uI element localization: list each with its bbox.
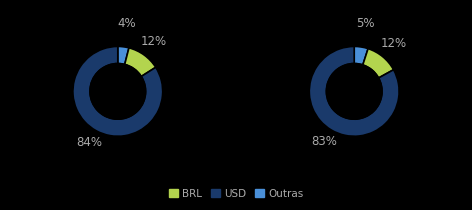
Wedge shape: [354, 46, 368, 65]
Text: 4%: 4%: [117, 17, 135, 30]
Wedge shape: [363, 49, 394, 78]
Text: 5%: 5%: [355, 17, 374, 30]
Circle shape: [90, 63, 146, 119]
Wedge shape: [73, 46, 163, 136]
Wedge shape: [118, 46, 129, 64]
Text: 83%: 83%: [312, 135, 337, 148]
Text: 84%: 84%: [76, 136, 103, 149]
Circle shape: [326, 63, 382, 119]
Legend: BRL, USD, Outras: BRL, USD, Outras: [165, 184, 307, 203]
Wedge shape: [309, 46, 399, 136]
Text: 12%: 12%: [380, 37, 407, 50]
Wedge shape: [125, 48, 156, 76]
Text: 12%: 12%: [141, 35, 167, 48]
